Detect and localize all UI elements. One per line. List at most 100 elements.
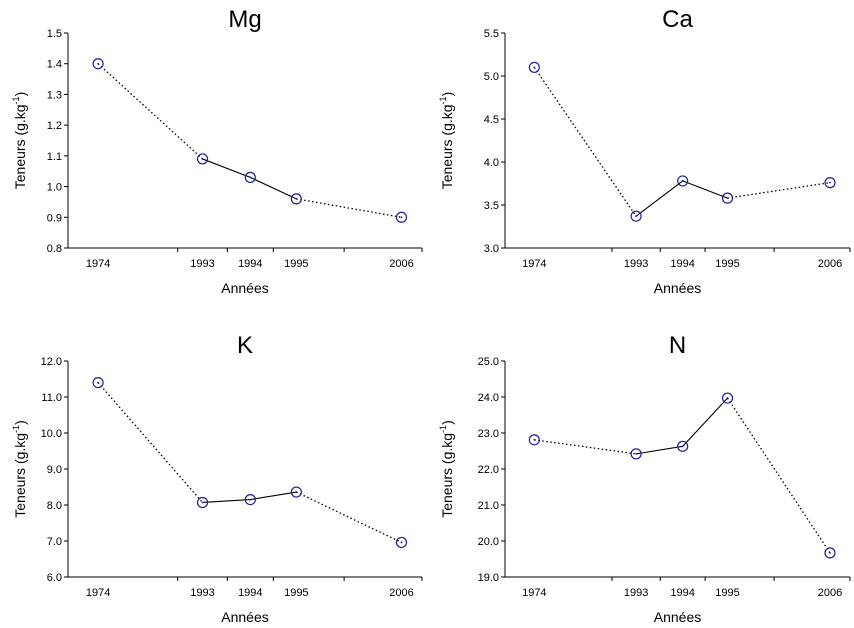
data-point-marker [196,496,209,509]
data-point-center [295,491,298,493]
y-axis-title-close: ) [12,420,28,425]
data-point-marker [290,486,302,498]
data-point-marker [395,211,408,223]
y-axis-title: Teneurs (g.kg-1) [11,92,28,190]
data-point-marker [92,377,104,389]
data-point-center [681,445,684,448]
data-point-center [681,180,684,182]
y-tick-label: 6.0 [47,572,62,584]
data-point-marker [290,193,302,205]
data-point-marker [196,153,209,165]
data-point-marker [630,210,642,222]
series-line-segment [635,180,684,217]
chart-panel-k: K 6.0 7.0 8.0 9.0 10.0 11.0 12.0 1974 1993 1994 199… [11,332,423,625]
y-tick-label: 12.0 [41,356,62,368]
x-axis-title: Années [221,609,268,625]
y-tick-label: 0.8 [47,243,62,255]
chart-title: Ca [662,6,693,33]
y-axis-title: Teneurs (g.kg-1) [11,420,28,518]
y-axis-title-main: Teneurs (g.kg [12,433,28,518]
data-point-center [97,62,99,65]
y-tick-label: 20.0 [478,536,499,548]
data-point-center [97,381,99,384]
series-line-segment [727,181,831,199]
data-point-center [249,498,252,501]
chart-panel-ca: Ca 3.0 3.5 4.0 4.5 5.0 5.5 1974 1993 1994 1995 2006… [438,6,851,296]
x-tick-label: 1995 [284,587,308,599]
x-tick-label: 1993 [624,258,648,270]
x-tick-label: 1974 [86,587,110,599]
data-point-marker [395,536,408,549]
y-axis-title: Teneurs (g.kg-1) [438,92,455,190]
chart-panel-n: N 19.0 20.0 21.0 22.0 23.0 24.0 25.0 1974 1993 199… [438,332,851,625]
x-tick-label: 2006 [818,587,842,599]
series-line-segment [682,397,728,447]
series-line-segment [533,67,637,217]
y-axis-title-superscript: -1 [438,96,448,104]
y-tick-label: 3.0 [484,243,499,255]
series-line-segment [296,491,402,544]
x-tick-label: 1994 [670,587,694,599]
x-tick-label: 2006 [818,258,842,270]
data-point-marker [824,547,836,559]
y-tick-label: 9.0 [47,464,62,476]
y-tick-label: 3.5 [484,200,499,212]
y-tick-label: 21.0 [478,500,499,512]
data-point-center [635,215,637,218]
y-tick-label: 10.0 [41,428,62,440]
series-line-segment [726,397,831,554]
x-tick-label: 1974 [522,258,546,270]
data-point-marker [824,177,836,189]
y-tick-label: 24.0 [478,392,499,404]
data-point-center [400,216,403,219]
y-axis-title-close: ) [12,92,28,97]
x-tick-label: 1994 [238,258,262,270]
data-point-marker [677,175,689,187]
y-tick-label: 4.0 [484,157,499,169]
data-point-center [726,197,729,200]
series-line-segment [534,439,637,455]
y-tick-label: 11.0 [41,392,62,404]
data-point-center [295,197,298,200]
x-axis-title: Années [654,280,701,296]
chart-title: Mg [228,6,261,33]
data-point-marker [528,434,540,446]
series-line-segment [97,382,204,503]
y-tick-label: 1.2 [47,120,62,132]
x-axis-title: Années [221,280,268,296]
y-tick-label: 0.9 [47,212,62,224]
y-axis-title-close: ) [439,420,455,425]
x-tick-label: 1993 [624,587,648,599]
y-axis-title-superscript: -1 [11,96,21,104]
data-point-center [533,66,536,69]
x-tick-label: 1974 [86,258,110,270]
x-tick-label: 1995 [715,587,739,599]
y-tick-label: 8.0 [47,500,62,512]
y-axis-title-main: Teneurs (g.kg [439,104,455,189]
data-point-marker [721,192,734,204]
y-axis-title-main: Teneurs (g.kg [12,104,28,189]
y-tick-label: 1.1 [47,151,62,163]
x-tick-label: 1994 [238,587,262,599]
data-point-center [400,541,403,544]
y-tick-label: 23.0 [478,428,499,440]
series-line-segment [97,63,203,160]
chart-panel-mg: Mg 0.8 0.9 1.0 1.1 1.2 1.3 1.4 1.5 1974 1993 1994 19… [11,6,423,296]
series-line-segment [250,491,297,501]
chart-title: N [669,332,686,359]
x-axis-title: Années [654,609,701,625]
y-tick-label: 25.0 [478,356,499,368]
data-point-center [533,438,536,441]
x-tick-label: 1974 [522,587,546,599]
series-line-segment [202,499,251,504]
series-line-segment [296,198,402,218]
x-tick-label: 1993 [190,258,214,270]
data-point-marker [528,61,540,74]
data-point-marker [630,448,642,460]
y-axis-title-main: Teneurs (g.kg [439,433,455,518]
y-axis-title-close: ) [439,92,455,97]
y-tick-label: 4.5 [484,114,499,126]
data-point-center [201,501,204,504]
y-tick-label: 19.0 [478,572,499,584]
